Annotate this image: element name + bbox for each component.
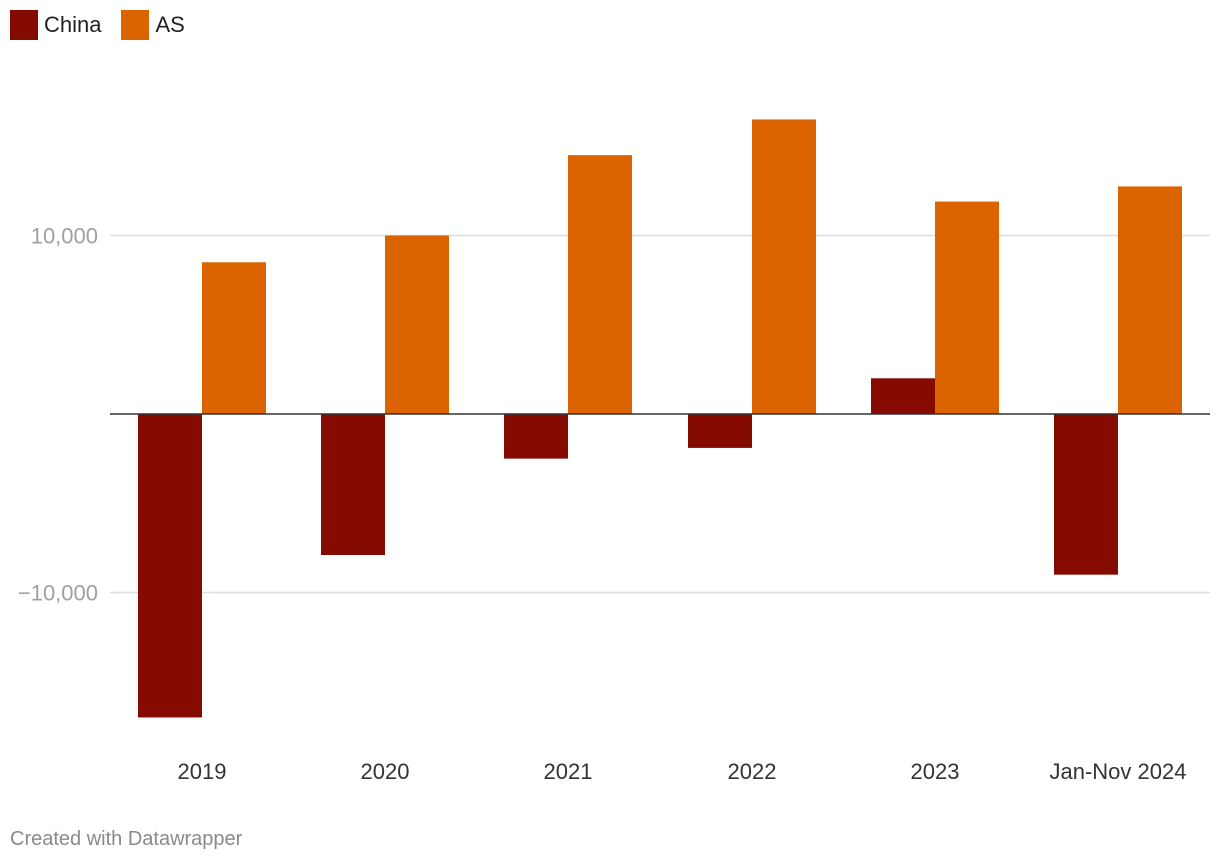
x-tick-label: 2019 (178, 759, 227, 784)
grid-layer (110, 234, 1210, 594)
bar-china-1 (138, 414, 202, 718)
x-tick-label: 2023 (911, 759, 960, 784)
label-layer: 10,000 −10,000 2019 2020 2021 2022 2023 Jan-Nov… (18, 224, 1187, 785)
legend-label-as: AS (155, 12, 185, 37)
legend-swatch-china (10, 10, 38, 40)
legend: China AS (10, 10, 205, 40)
bar-as-6 (1118, 186, 1182, 414)
bar-china-4 (688, 414, 752, 448)
bar-as-1 (202, 262, 266, 414)
legend-item-as: AS (121, 10, 185, 40)
bar-china-5 (871, 378, 935, 414)
bar-as-3 (568, 155, 632, 415)
bar-layer (138, 119, 1182, 718)
legend-label-china: China (44, 12, 102, 37)
bar-as-2 (385, 235, 449, 414)
legend-item-china: China (10, 10, 101, 40)
x-tick-label: Jan-Nov 2024 (1050, 759, 1187, 784)
bar-china-2 (321, 414, 385, 556)
bar-as-5 (935, 201, 999, 414)
x-tick-label: 2020 (361, 759, 410, 784)
bar-china-6 (1054, 414, 1118, 575)
bar-as-4 (752, 119, 816, 414)
legend-swatch-as (121, 10, 150, 40)
x-tick-label: 2021 (544, 759, 593, 784)
x-tick-label: 2022 (728, 759, 777, 784)
footer-credit: Created with Datawrapper (10, 828, 243, 850)
y-tick-label: −10,000 (18, 581, 98, 606)
y-tick-label: 10,000 (31, 224, 98, 249)
bar-china-3 (504, 414, 568, 459)
